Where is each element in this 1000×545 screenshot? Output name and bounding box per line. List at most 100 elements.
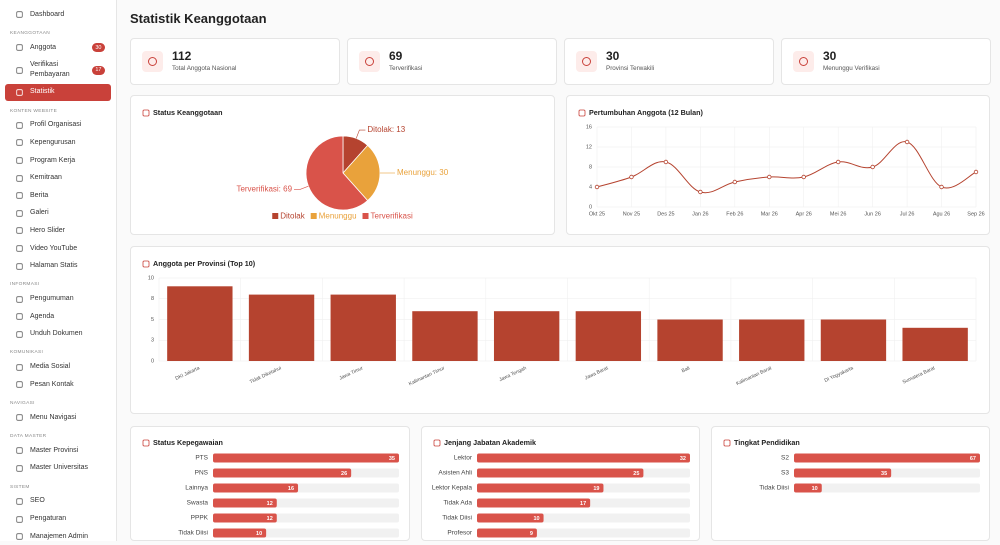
nav-label: Master Universitas — [30, 464, 88, 472]
bar-label: PPPK — [191, 515, 209, 522]
y-tick-label: 0 — [589, 204, 592, 210]
nav-item[interactable]: Halaman Statis — [5, 257, 111, 275]
chart-title: Status Kepegawaian — [153, 438, 223, 447]
section-title: KOMUNIKASI — [10, 350, 44, 356]
icon — [16, 122, 23, 129]
y-tick-label: 5 — [151, 317, 154, 323]
icon — [16, 11, 23, 18]
value-label: 17 — [580, 501, 586, 507]
chart-card: Jenjang Jabatan Akademik Lektor 32 Asisten … — [421, 426, 700, 541]
bar-label: Lainnya — [185, 485, 208, 492]
chart: Tingkat Pendidikan S2 67 S3 35 Tidak Diisi 10 — [723, 438, 980, 493]
bar-label: PNS — [195, 470, 209, 477]
value-label: 12 — [267, 516, 273, 522]
line — [596, 141, 977, 194]
bar-label: Tidak Diisi — [178, 530, 208, 537]
nav-item[interactable]: Video YouTube — [5, 240, 111, 258]
nav-item[interactable]: Pengaturan — [5, 510, 111, 528]
bar — [412, 311, 478, 361]
y-tick-label: 8 — [151, 296, 154, 302]
bar — [213, 483, 299, 493]
x-tick-label: Jan 26 — [692, 211, 709, 217]
stat-label: Terverifikasi — [389, 65, 423, 72]
stat-label: Total Anggota Nasional — [172, 65, 237, 72]
badge: 17 — [91, 65, 105, 75]
stat-icon — [793, 51, 814, 72]
nav-label: Galeri — [30, 209, 49, 217]
y-tick-label: 10 — [148, 275, 154, 281]
point — [939, 184, 944, 190]
nav-item[interactable]: Pengumuman — [5, 290, 111, 308]
x-tick-label: Jawa Timur — [338, 365, 364, 381]
nav-item[interactable]: Galeri — [5, 205, 111, 223]
value-label: 10 — [812, 486, 818, 492]
value-label: 10 — [533, 516, 539, 522]
title-icon — [578, 109, 586, 117]
bar — [477, 468, 644, 478]
data-label: Terverifikasi: 69 — [236, 185, 292, 194]
stat-card: 30 Provinsi Terwakili — [564, 38, 774, 85]
nav-item[interactable]: Statistik — [5, 83, 111, 102]
icon — [16, 295, 23, 303]
nav-item[interactable]: Pesan Kontak — [5, 376, 111, 394]
nav-item[interactable]: Master Provinsi — [5, 442, 111, 460]
icon — [16, 245, 23, 252]
nav-item[interactable]: Menu Navigasi — [5, 409, 111, 427]
nav-item[interactable]: Hero Slider — [5, 222, 111, 240]
nav-label: Hero Slider — [30, 226, 66, 234]
icon — [16, 313, 23, 320]
value-label: 16 — [288, 486, 294, 492]
nav-item[interactable]: SEO — [5, 493, 111, 511]
nav-item[interactable]: Kepengurusan — [5, 134, 111, 152]
nav-label: Media Sosial — [30, 363, 71, 371]
icon — [16, 262, 23, 270]
nav-item[interactable]: Agenda — [5, 308, 111, 326]
stat-value: 30 — [823, 49, 837, 63]
nav-label: Kepengurusan — [30, 138, 76, 146]
nav-item[interactable]: Profil Organisasi — [5, 117, 111, 135]
nav-item[interactable]: Unduh Dokumen — [5, 325, 111, 343]
icon — [582, 57, 591, 66]
nav-item[interactable]: Anggota 30 — [5, 39, 111, 57]
icon — [16, 364, 23, 371]
stat-value: 69 — [389, 49, 403, 63]
bar — [248, 294, 315, 361]
nav-label: Kemitraan — [30, 174, 62, 182]
page-title: Statistik Keanggotaan — [130, 11, 267, 26]
legend-swatch — [272, 213, 279, 219]
stat-card: 30 Menunggu Verifikasi — [781, 38, 991, 85]
title-icon — [433, 439, 441, 447]
stat-value: 112 — [172, 49, 192, 63]
stat-value: 30 — [606, 49, 620, 63]
nav-label: Master Provinsi — [30, 446, 79, 454]
bar-label: Tidak Diisi — [759, 485, 789, 492]
bar-track — [794, 483, 980, 493]
nav-item[interactable]: Media Sosial — [5, 358, 111, 376]
title-icon — [142, 439, 150, 447]
nav-item[interactable]: Manajemen Admin — [5, 528, 111, 545]
pie-slice — [342, 144, 381, 202]
nav-label: Pesan Kontak — [30, 380, 74, 388]
bar — [794, 483, 822, 493]
stat-card: 112 Total Anggota Nasional — [130, 38, 340, 85]
nav-item[interactable]: Program Kerja — [5, 152, 111, 170]
chart: Status Kepegawaian PTS 35 PNS 26 Lainnya 16 Swa… — [142, 438, 399, 538]
icon — [16, 44, 23, 51]
x-tick-label: Tidak Diketahui — [249, 365, 283, 385]
nav-item[interactable]: Verifikasi Pembayaran 17 — [5, 57, 111, 84]
chart: Jenjang Jabatan Akademik Lektor 32 Asisten … — [432, 438, 690, 538]
nav-label: Verifikasi Pembayaran — [30, 61, 70, 79]
nav-label: Manajemen Admin — [30, 532, 88, 540]
bar — [902, 327, 968, 361]
title-icon — [142, 260, 150, 268]
point — [629, 174, 634, 180]
bar — [213, 468, 352, 478]
nav-item[interactable]: Berita — [5, 187, 111, 205]
stat-card: 69 Terverifikasi — [347, 38, 557, 85]
icon — [16, 447, 23, 455]
nav-item[interactable]: Master Universitas — [5, 460, 111, 478]
nav-item[interactable]: Dashboard — [5, 6, 111, 24]
bar-label: PTS — [195, 455, 208, 462]
nav-item[interactable]: Kemitraan — [5, 169, 111, 187]
bar — [794, 468, 892, 478]
